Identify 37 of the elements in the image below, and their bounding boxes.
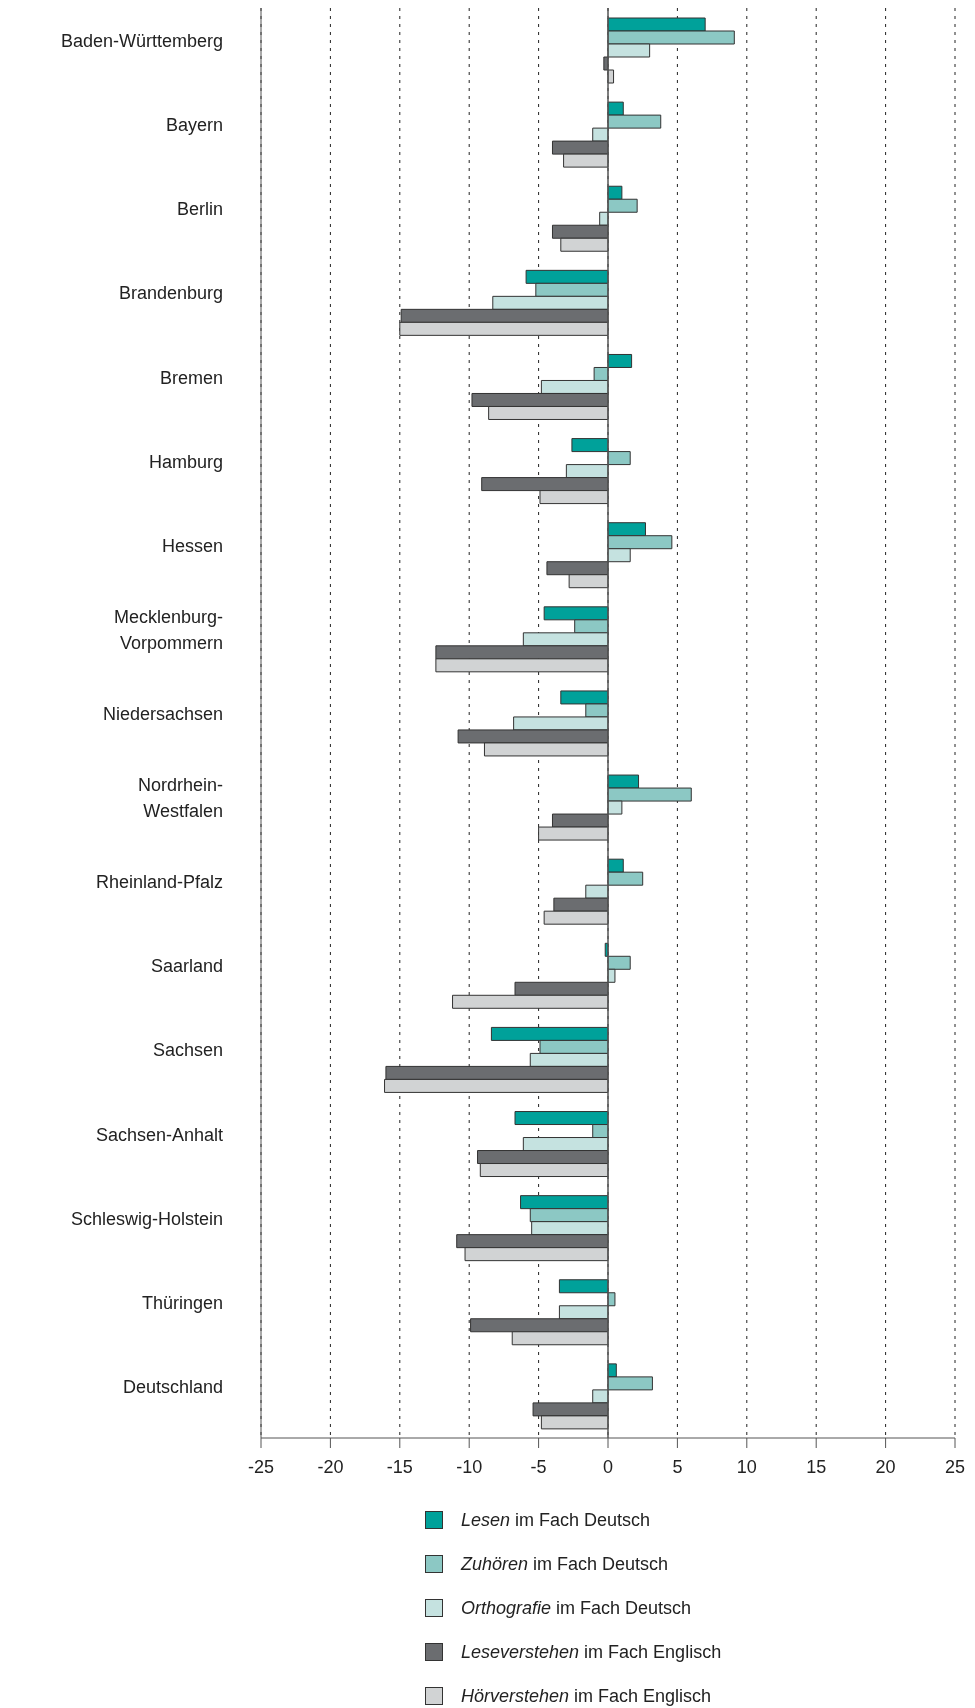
y-tick-label: Hessen <box>161 535 223 556</box>
legend-label: Leseverstehen im Fach Englisch <box>461 1641 722 1663</box>
x-tick-label: 5 <box>672 1456 683 1477</box>
y-tick-label: Thüringen <box>141 1292 223 1313</box>
legend-label: Hörverstehen im Fach Englisch <box>461 1685 712 1707</box>
y-tick-label: Nordrhein-Westfalen <box>137 774 223 821</box>
y-tick-label: Bremen <box>159 367 223 388</box>
bar <box>571 438 609 453</box>
y-tick-label: Sachsen-Anhalt <box>95 1124 223 1145</box>
y-tick-label: Brandenburg <box>118 283 223 304</box>
y-tick-label: Mecklenburg-Vorpommern <box>113 606 223 653</box>
bar <box>607 353 633 368</box>
y-tick-label: Berlin <box>176 199 223 220</box>
y-tick-label: Niedersachsen <box>102 703 223 724</box>
x-tick-label: 10 <box>736 1456 757 1477</box>
x-tick-label: -5 <box>530 1456 547 1477</box>
y-tick-label: Rheinland-Pfalz <box>95 871 223 892</box>
legend-label: Lesen im Fach Deutsch <box>461 1509 651 1531</box>
x-tick-label: -15 <box>386 1456 413 1477</box>
x-tick-label: 15 <box>806 1456 827 1477</box>
legend-label: Orthografie im Fach Deutsch <box>461 1597 692 1619</box>
y-tick-label: Schleswig-Holstein <box>70 1208 223 1229</box>
y-tick-label: Saarland <box>150 956 223 977</box>
legend-label: Zuhören im Fach Deutsch <box>461 1553 669 1575</box>
x-tick-label: -25 <box>247 1456 275 1477</box>
bar <box>607 451 631 466</box>
y-tick-label: Sachsen <box>152 1040 223 1061</box>
y-tick-label: Baden-Württemberg <box>60 30 223 51</box>
bar <box>558 1279 609 1294</box>
y-tick-label: Deutschland <box>122 1376 223 1397</box>
x-tick-label: -20 <box>317 1456 344 1477</box>
y-tick-label: Bayern <box>165 114 223 135</box>
x-tick-label: 25 <box>944 1456 966 1477</box>
x-tick-label: -10 <box>456 1456 483 1477</box>
y-tick-label: Hamburg <box>148 451 223 472</box>
x-tick-label: 20 <box>875 1456 896 1477</box>
x-tick-label: 0 <box>602 1456 614 1477</box>
